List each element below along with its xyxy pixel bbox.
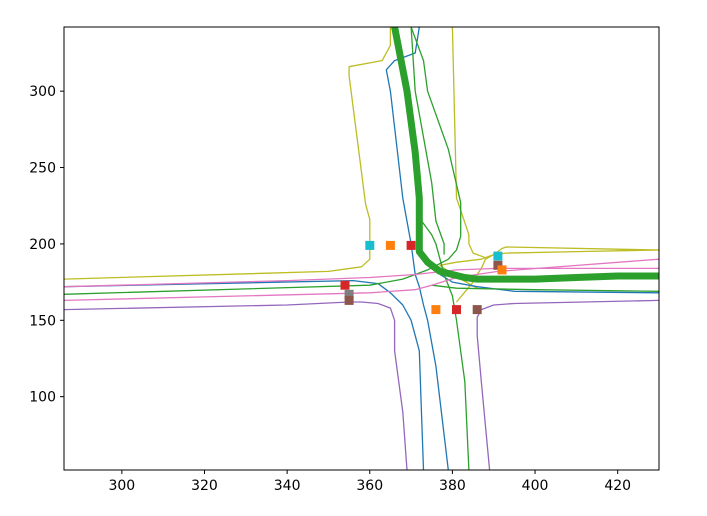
marker-point-4 (493, 260, 503, 270)
x-tick-label: 340 (274, 478, 301, 494)
y-tick-label: 100 (29, 390, 56, 406)
series-line-4 (451, 27, 486, 259)
series-line-14 (64, 301, 408, 470)
series-line-10 (431, 284, 659, 292)
marker-point-1 (385, 240, 395, 250)
marker-point-10 (452, 305, 461, 315)
y-tick-label: 200 (29, 237, 56, 253)
x-tick-label: 300 (108, 478, 135, 494)
marker-point-5 (497, 265, 507, 275)
x-axis: 300 320 340 360 380 400 420 (108, 470, 631, 494)
marker-point-8 (344, 295, 354, 305)
y-tick-label: 300 (29, 84, 56, 100)
marker-point-7 (344, 289, 354, 299)
series-line-5 (64, 279, 425, 470)
series-line-0 (64, 27, 392, 280)
marker-point-11 (472, 305, 482, 315)
y-tick-label: 250 (29, 161, 56, 177)
marker-point-9 (431, 305, 441, 315)
marker-point-3 (493, 251, 503, 261)
marker-point-2 (406, 240, 416, 250)
marker-layer (340, 240, 507, 315)
plot-frame (63, 26, 660, 471)
x-tick-label: 420 (604, 478, 631, 494)
marker-point-0 (365, 240, 375, 250)
x-tick-label: 360 (356, 478, 383, 494)
x-tick-label: 320 (191, 478, 218, 494)
series-line-8 (64, 27, 462, 295)
x-tick-label: 380 (439, 478, 466, 494)
series-line-16 (391, 27, 659, 283)
marker-point-6 (340, 280, 350, 290)
y-tick-label: 150 (29, 313, 56, 329)
y-axis: 100 150 200 250 300 (29, 84, 64, 406)
series-line-11 (410, 27, 445, 255)
x-tick-label: 400 (522, 478, 549, 494)
